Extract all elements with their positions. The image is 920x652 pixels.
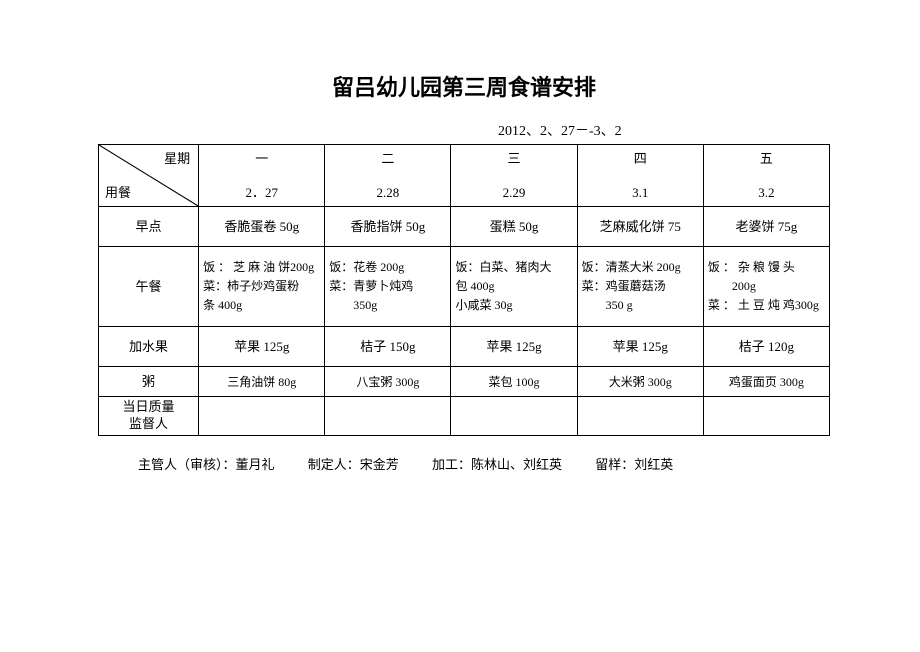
cell: 八宝粥 300g (325, 367, 451, 397)
cell: 大米粥 300g (577, 367, 703, 397)
footer-supervisor: 主管人（审核）：董月礼 (138, 457, 275, 472)
weekday: 四 (634, 151, 647, 166)
row-porridge: 粥 三角油饼 80g 八宝粥 300g 菜包 100g 大米粥 300g 鸡蛋面… (99, 367, 830, 397)
date: 3.2 (708, 183, 825, 203)
footer-author: 制定人：宋金芳 (308, 457, 399, 472)
cell (325, 397, 451, 436)
weekday: 五 (760, 151, 773, 166)
cell (703, 397, 829, 436)
cell: 三角油饼 80g (199, 367, 325, 397)
row-label: 早点 (99, 207, 199, 247)
cell: 苹果 125g (577, 327, 703, 367)
row-lunch: 午餐 饭 ： 芝 麻 油 饼200g菜：柿子炒鸡蛋粉条 400g 饭：花卷 20… (99, 247, 830, 327)
footer: 主管人（审核）：董月礼 制定人：宋金芳 加工：陈林山、刘红英 留样：刘红英 (98, 454, 830, 473)
row-qc: 当日质量监督人 (99, 397, 830, 436)
cell: 香脆指饼 50g (325, 207, 451, 247)
row-label: 午餐 (99, 247, 199, 327)
weekday: 二 (381, 151, 394, 166)
date: 2．27 (203, 183, 320, 203)
cell: 芝麻威化饼 75 (577, 207, 703, 247)
diag-header: 星期 用餐 (99, 145, 199, 207)
footer-process: 加工：陈林山、刘红英 (432, 457, 562, 472)
cell: 蛋糕 50g (451, 207, 577, 247)
row-label: 当日质量监督人 (99, 397, 199, 436)
day-header: 二 2.28 (325, 145, 451, 207)
cell: 桔子 150g (325, 327, 451, 367)
cell: 桔子 120g (703, 327, 829, 367)
row-fruit: 加水果 苹果 125g 桔子 150g 苹果 125g 苹果 125g 桔子 1… (99, 327, 830, 367)
footer-sample: 留样：刘红英 (595, 457, 673, 472)
cell: 苹果 125g (199, 327, 325, 367)
day-header: 五 3.2 (703, 145, 829, 207)
cell: 饭：花卷 200g菜：青萝卜炖鸡 350g (325, 247, 451, 327)
cell: 香脆蛋卷 50g (199, 207, 325, 247)
cell: 饭：清蒸大米 200g菜：鸡蛋蘑菇汤 350 g (577, 247, 703, 327)
cell: 菜包 100g (451, 367, 577, 397)
day-header: 四 3.1 (577, 145, 703, 207)
cell: 饭：白菜、猪肉大包 400g小咸菜 30g (451, 247, 577, 327)
cell: 鸡蛋面页 300g (703, 367, 829, 397)
cell: 饭 ： 杂 粮 馒 头 200g菜 ： 土 豆 炖 鸡300g (703, 247, 829, 327)
date: 3.1 (582, 183, 699, 203)
day-header: 三 2.29 (451, 145, 577, 207)
cell (577, 397, 703, 436)
cell (451, 397, 577, 436)
day-header: 一 2．27 (199, 145, 325, 207)
header-row: 星期 用餐 一 2．27 二 2.28 三 2.29 四 3.1 五 3.2 (99, 145, 830, 207)
cell (199, 397, 325, 436)
cell: 苹果 125g (451, 327, 577, 367)
diag-bottom-label: 用餐 (105, 183, 131, 203)
weekday: 三 (508, 151, 521, 166)
date: 2.29 (455, 183, 572, 203)
document-page: 留吕幼儿园第三周食谱安排 2012、2、27－-3、2 星期 用餐 一 2．27… (0, 0, 920, 652)
cell: 老婆饼 75g (703, 207, 829, 247)
cell: 饭 ： 芝 麻 油 饼200g菜：柿子炒鸡蛋粉条 400g (199, 247, 325, 327)
date: 2.28 (329, 183, 446, 203)
row-label: 粥 (99, 367, 199, 397)
page-title: 留吕幼儿园第三周食谱安排 (98, 70, 830, 102)
row-label: 加水果 (99, 327, 199, 367)
diag-top-label: 星期 (164, 149, 190, 169)
row-breakfast: 早点 香脆蛋卷 50g 香脆指饼 50g 蛋糕 50g 芝麻威化饼 75 老婆饼… (99, 207, 830, 247)
date-range: 2012、2、27－-3、2 (498, 120, 830, 140)
weekday: 一 (255, 151, 268, 166)
menu-table: 星期 用餐 一 2．27 二 2.28 三 2.29 四 3.1 五 3.2 (98, 144, 830, 436)
